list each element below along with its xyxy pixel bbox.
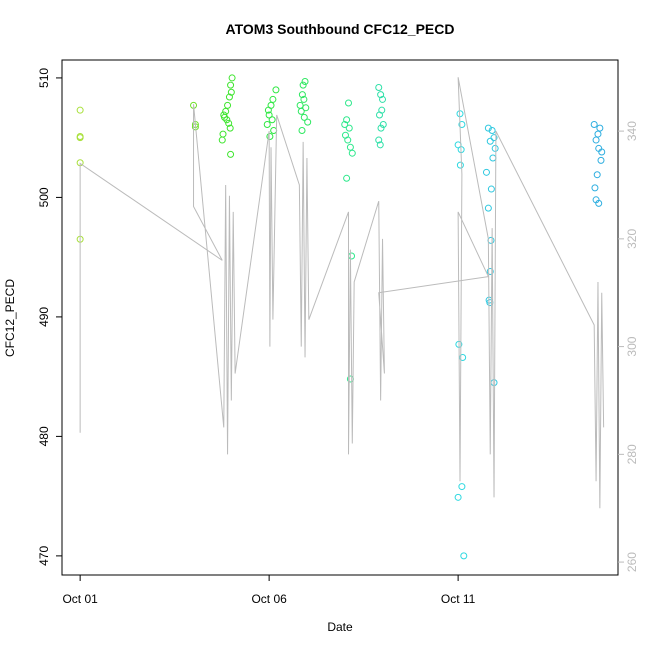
point <box>459 354 467 362</box>
x-axis-label: Date <box>327 620 353 634</box>
point <box>596 124 604 132</box>
point <box>343 116 351 124</box>
point <box>297 107 305 115</box>
point <box>591 184 599 192</box>
point <box>304 118 312 126</box>
point <box>595 199 603 207</box>
point <box>597 156 605 164</box>
point <box>379 95 387 103</box>
point <box>266 132 274 140</box>
point <box>345 124 353 132</box>
point <box>268 116 276 124</box>
point <box>269 95 277 103</box>
point <box>263 121 271 129</box>
point <box>486 137 494 145</box>
point <box>375 136 383 144</box>
point <box>226 124 234 132</box>
point <box>300 113 308 121</box>
point <box>221 113 229 121</box>
point <box>598 148 606 156</box>
point <box>491 144 499 152</box>
point <box>486 267 494 275</box>
point <box>377 124 385 132</box>
point <box>488 126 496 134</box>
y-tick-label: 470 <box>37 546 51 566</box>
point <box>228 74 236 82</box>
point <box>302 104 310 112</box>
point <box>376 141 384 149</box>
point <box>456 161 464 169</box>
point <box>299 81 307 89</box>
point <box>223 116 231 124</box>
x-tick-label: Oct 11 <box>441 592 476 606</box>
point <box>490 134 498 142</box>
point <box>224 101 232 109</box>
point <box>265 111 273 119</box>
point <box>301 78 309 86</box>
point <box>341 121 349 129</box>
y2-tick-label: 340 <box>625 121 639 141</box>
point <box>225 119 233 127</box>
point <box>482 168 490 176</box>
point <box>454 493 462 501</box>
y-tick-label: 490 <box>37 307 51 327</box>
point <box>218 136 226 144</box>
point <box>484 204 492 212</box>
point <box>344 136 352 144</box>
point <box>375 111 383 119</box>
point <box>484 124 492 132</box>
point <box>227 88 235 96</box>
point <box>227 150 235 158</box>
y2-tick-label: 280 <box>625 444 639 464</box>
point <box>592 136 600 144</box>
y2-tick-label: 260 <box>625 552 639 572</box>
x-tick-label: Oct 01 <box>62 592 98 606</box>
point <box>76 134 84 142</box>
point <box>298 126 306 134</box>
y-axis-label: CFC12_PECD <box>3 279 17 357</box>
point <box>76 106 84 114</box>
point <box>343 174 351 182</box>
point <box>375 83 383 91</box>
point <box>590 121 598 129</box>
y2-tick-label: 320 <box>625 229 639 249</box>
point <box>487 185 495 193</box>
point <box>593 171 601 179</box>
y-tick-label: 480 <box>37 426 51 446</box>
plot-box <box>61 59 619 576</box>
y2-tick-label: 300 <box>625 336 639 356</box>
point <box>594 130 602 138</box>
point <box>264 106 272 114</box>
point <box>300 95 308 103</box>
point <box>348 149 356 157</box>
point <box>272 86 280 94</box>
point <box>458 121 466 129</box>
y-tick-label: 510 <box>37 68 51 88</box>
point <box>458 483 466 491</box>
point <box>345 99 353 107</box>
point <box>227 81 235 89</box>
point <box>379 121 387 129</box>
point <box>346 143 354 151</box>
point <box>377 91 385 99</box>
x-tick-label: Oct 06 <box>251 592 287 606</box>
point <box>298 91 306 99</box>
point <box>460 552 468 560</box>
y-tick-label: 500 <box>37 187 51 207</box>
chart-title: ATOM3 Southbound CFC12_PECD <box>226 21 455 37</box>
point <box>225 93 233 101</box>
